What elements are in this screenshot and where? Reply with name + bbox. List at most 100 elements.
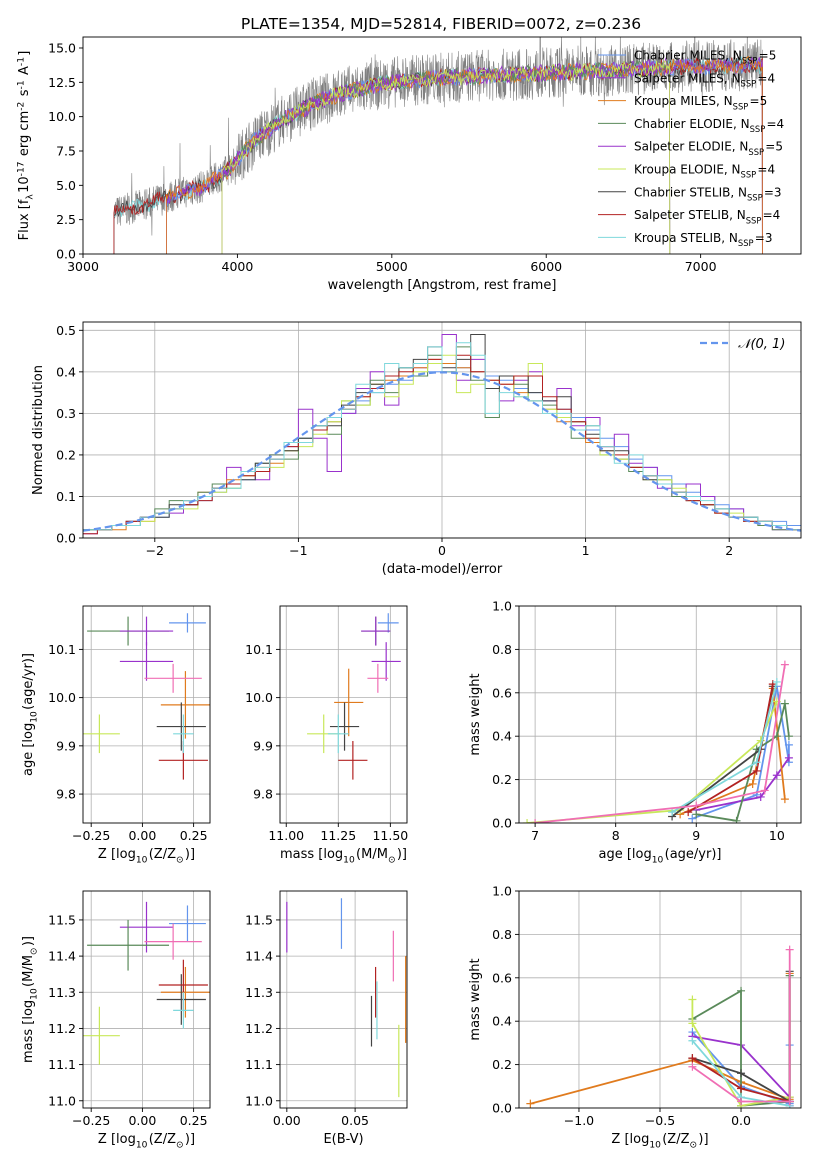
- y-tick-label: 10.1: [245, 642, 273, 657]
- error-bar-point: [156, 974, 206, 1025]
- plus-marker: [526, 1099, 535, 1108]
- x-tick-label: 0.00: [128, 828, 156, 843]
- age-vs-metallicity-panel: −0.25 0.00 0.25 9.8 9.9 10.0 10.1 Z [log10 (Z/Z…: [21, 605, 211, 866]
- age-vs-mass-panel: 11.00 11.25 11.50 9.8 9.9 10.0 10.1 mass [log10…: [245, 605, 408, 866]
- y-tick-label: 10.0: [245, 690, 273, 705]
- y-tick-label: 0.3: [56, 406, 76, 421]
- mass-vs-metallicity-panel: −0.25 0.00 0.25 11.0 11.1 11.2 11.3 11.4 11.5 Z […: [21, 890, 211, 1151]
- x-tick-label: 7: [531, 828, 539, 843]
- x-tick-label: −1: [289, 543, 307, 558]
- y-tick-label: 11.4: [48, 949, 76, 964]
- plus-marker: [780, 660, 789, 669]
- axes-frame: −0.25 0.00 0.25 11.0 11.1 11.2 11.3 11.4 11.5 Z […: [21, 890, 211, 1151]
- axes-frame: −0.25 0.00 0.25 9.8 9.9 10.0 10.1 Z [log10 (Z/Z…: [21, 605, 211, 866]
- y-tick-label: 1.0: [492, 884, 512, 899]
- x-tick-label: 2: [725, 543, 733, 558]
- plus-marker: [784, 740, 793, 749]
- residual-histogram-panel: −2 −1 0 1 2 0.0 0.1 0.2 0.3 0.4 0.5 (data-model)/er…: [31, 321, 802, 577]
- axes-frame: 11.00 11.25 11.50 9.8 9.9 10.0 10.1 mass [log10…: [245, 605, 408, 866]
- y-tick-label: 0.4: [492, 1014, 512, 1029]
- y-tick-label: 5.0: [56, 178, 76, 193]
- y-tick-label: 11.2: [48, 1021, 76, 1036]
- y-tick-label: 9.9: [56, 738, 76, 753]
- y-tick-label: 11.2: [245, 1021, 273, 1036]
- legend-entry: Salpeter STELIB, NSSP =4: [634, 208, 780, 225]
- error-bar-point: [144, 923, 202, 960]
- x-tick-label: 5000: [376, 259, 408, 274]
- x-tick-label: 0: [438, 543, 446, 558]
- plot-area: [519, 891, 801, 1108]
- y-tick-label: 2.5: [56, 212, 76, 227]
- x-axis-label: Z [log10 (Z/Z⊙ )]: [98, 847, 195, 866]
- x-tick-label: 1: [582, 543, 590, 558]
- y-axis-label: mass weight: [468, 958, 483, 1040]
- axes-box: [279, 605, 408, 824]
- plot-area: [83, 322, 801, 538]
- y-tick-label: 11.1: [245, 1057, 273, 1072]
- error-bar-point: [173, 714, 194, 754]
- x-axis-label: Z [log10 (Z/Z⊙ )]: [98, 1132, 195, 1151]
- legend-entry: Chabrier MILES, NSSP =5: [634, 49, 776, 66]
- x-axis-label: wavelength [Angstrom, rest frame]: [328, 278, 557, 293]
- error-bar-point: [83, 714, 120, 754]
- mass-weight-vs-metallicity-panel: −1.0 −0.5 0.0 0.0 0.2 0.4 0.6 0.8 1.0 Z [log10 (Z…: [468, 884, 802, 1151]
- plus-marker: [737, 1069, 746, 1078]
- legend-entry: Kroupa ELODIE, NSSP =4: [634, 163, 775, 180]
- axes-box: [82, 890, 211, 1109]
- normal-distribution-curve: [83, 371, 801, 532]
- plus-marker: [760, 786, 769, 795]
- error-bar-point: [119, 616, 174, 646]
- y-tick-label: 0.2: [492, 1057, 512, 1072]
- mass-weight-line-salpeter_miles: [696, 757, 790, 811]
- y-axis-label: Flux [fλ 10-17 erg cm-2 s-1 A-1 ]: [16, 51, 35, 241]
- x-tick-label: 11.50: [372, 828, 408, 843]
- x-tick-label: 0.25: [180, 1113, 208, 1128]
- mass-weight-line-chabrier_elodie: [696, 703, 790, 822]
- plus-marker: [756, 792, 765, 801]
- axes-frame: 3000 4000 5000 6000 7000 0.0 2.5 5.0 7.5 10.0 12.5…: [16, 36, 802, 293]
- plus-marker: [780, 795, 789, 804]
- y-tick-label: 0.4: [56, 364, 76, 379]
- plus-marker: [732, 816, 741, 823]
- y-tick-label: 9.9: [253, 738, 273, 753]
- y-tick-label: 0.6: [492, 685, 512, 700]
- x-tick-label: −1.0: [564, 1113, 594, 1128]
- mass-weight-line-pink: [535, 664, 786, 823]
- plus-marker: [737, 986, 746, 995]
- x-tick-label: 0.05: [341, 1113, 369, 1128]
- axes-box: [279, 890, 408, 1109]
- y-tick-label: 9.8: [56, 787, 76, 802]
- plus-marker: [684, 808, 693, 817]
- x-tick-label: 6000: [530, 259, 562, 274]
- legend-entry: Kroupa STELIB, NSSP =3: [634, 231, 772, 248]
- x-tick-label: 0.00: [273, 1113, 301, 1128]
- x-tick-label: 3000: [67, 259, 99, 274]
- x-tick-label: 11.25: [320, 828, 356, 843]
- error-bar-point: [119, 901, 174, 953]
- legend-entry: Chabrier STELIB, NSSP =3: [634, 185, 782, 202]
- error-bar-point: [173, 992, 194, 1029]
- axes-box: [82, 605, 211, 824]
- error-bar-point: [327, 714, 349, 754]
- error-bar-point: [329, 702, 360, 751]
- y-tick-label: 11.3: [48, 985, 76, 1000]
- x-axis-label: E(B-V): [323, 1132, 363, 1147]
- y-tick-label: 10.1: [48, 642, 76, 657]
- plus-marker: [692, 801, 701, 810]
- plus-marker: [737, 1097, 746, 1106]
- legend-entry: Salpeter MILES, NSSP =4: [634, 71, 775, 88]
- y-tick-label: 0.8: [492, 927, 512, 942]
- plus-marker: [688, 1036, 697, 1045]
- error-bar-point: [169, 905, 206, 942]
- y-tick-label: 11.1: [48, 1057, 76, 1072]
- y-axis-label: mass weight: [468, 673, 483, 755]
- plus-marker: [784, 732, 793, 741]
- y-tick-label: 0.1: [56, 489, 76, 504]
- y-axis-label: Normed distribution: [31, 365, 46, 495]
- plot-area: [280, 891, 407, 1108]
- plus-marker: [785, 945, 794, 954]
- plus-marker: [688, 1054, 697, 1063]
- x-tick-label: 0.25: [180, 828, 208, 843]
- plus-marker: [668, 808, 677, 817]
